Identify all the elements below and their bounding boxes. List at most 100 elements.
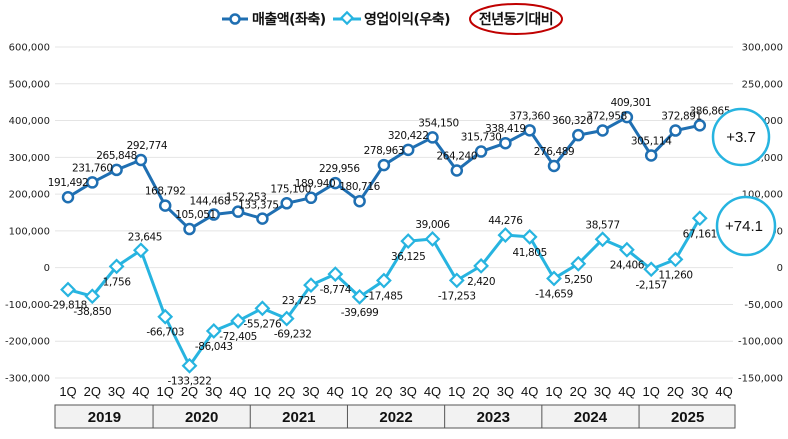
- profit-point: [375, 272, 392, 289]
- gridlines: [55, 46, 733, 379]
- quarter-label: 4Q: [327, 384, 344, 399]
- right-tick-label: 100,000: [742, 190, 783, 201]
- sales-data-label: 180,716: [339, 181, 380, 193]
- sales-data-label: 189,940: [295, 178, 336, 190]
- legend-profit-label: 영업이익(우축): [364, 11, 450, 28]
- profit-data-label: 44,276: [488, 215, 523, 227]
- sales-data-label: 315,730: [461, 132, 502, 144]
- profit-point: [303, 277, 319, 294]
- quarter-label: 1Q: [351, 384, 368, 399]
- profit-data-label: 11,260: [658, 269, 692, 281]
- sales-data-label: 354,150: [418, 117, 459, 129]
- sales-data-label: 338,419: [485, 123, 526, 135]
- profit-point: [60, 281, 76, 298]
- legend-yoy-label: 전년동기대비: [479, 11, 553, 28]
- sales-data-label: 305,114: [631, 135, 672, 147]
- sales-point: [474, 145, 488, 158]
- right-tick-label: 0: [777, 263, 783, 274]
- quarter-label: 1Q: [59, 384, 76, 399]
- profit-data-label: -69,232: [274, 329, 312, 341]
- yoy-sales-circle: [711, 107, 771, 167]
- legend-yoy-ellipse: [469, 3, 563, 35]
- quarter-label: 4Q: [715, 384, 732, 399]
- sales-point: [110, 163, 123, 177]
- quarter-label: 4Q: [618, 384, 635, 399]
- left-tick-label: -300,000: [5, 374, 50, 385]
- sales-point: [596, 124, 609, 137]
- quarter-label: 3Q: [302, 384, 319, 399]
- sales-data-label: 264,240: [436, 150, 477, 162]
- quarter-label: 4Q: [521, 384, 538, 399]
- profit-point: [157, 308, 174, 325]
- quarter-label: 1Q: [254, 384, 271, 399]
- sales-data-label: 231,760: [72, 162, 113, 174]
- sales-data-label: 191,492: [48, 177, 89, 189]
- profit-point: [521, 228, 538, 245]
- quarter-label: 2Q: [181, 384, 198, 399]
- year-label: 2024: [574, 409, 608, 426]
- profit-point: [424, 231, 441, 247]
- legend-sales-marker: [229, 13, 241, 25]
- quarter-label: 2Q: [472, 384, 489, 399]
- sales-point: [158, 199, 172, 212]
- sales-point: [426, 131, 439, 144]
- left-tick-label: 400,000: [9, 116, 50, 127]
- sales-point: [572, 128, 585, 142]
- quarter-label: 3Q: [400, 384, 417, 399]
- year-label: 2023: [477, 409, 510, 426]
- sales-data-label: 386,865: [689, 105, 730, 117]
- profit-data-label: -39,699: [341, 307, 379, 319]
- profit-data-label: -133,322: [167, 376, 211, 388]
- profit-point: [84, 288, 101, 305]
- sales-point: [231, 205, 245, 218]
- profit-point: [618, 241, 635, 258]
- profit-point: [643, 261, 660, 278]
- sales-point: [401, 143, 415, 157]
- profit-point: [400, 233, 417, 250]
- sales-point: [207, 208, 221, 221]
- right-tick-label: -100,000: [738, 337, 783, 348]
- profit-data-label: -66,703: [146, 327, 184, 339]
- legend: 매출액(좌축) 영업이익(우축) 전년동기대비: [222, 3, 563, 35]
- yoy-badge-profit: +74.1: [715, 195, 777, 257]
- left-tick-label: 300,000: [9, 153, 50, 164]
- profit-data-label: 38,577: [585, 219, 619, 231]
- left-tick-label: 500,000: [9, 79, 50, 90]
- profit-data-label: 1,756: [103, 276, 132, 288]
- quarter-label: 2Q: [570, 384, 587, 399]
- year-label: 2025: [671, 409, 704, 426]
- quarter-label: 3Q: [594, 384, 611, 399]
- sales-point: [377, 158, 391, 172]
- quarter-label: 2Q: [667, 384, 684, 399]
- right-tick-label: -150,000: [738, 374, 783, 385]
- profit-data-label: 41,805: [513, 247, 547, 259]
- quarter-label: 1Q: [545, 384, 562, 399]
- sales-data-label: 278,963: [364, 145, 405, 157]
- profit-data-label: -8,774: [320, 284, 352, 296]
- profit-data-label: -72,405: [219, 331, 257, 343]
- legend-profit-marker: [339, 10, 355, 26]
- quarter-label: 3Q: [691, 384, 708, 399]
- right-tick-label: 300,000: [742, 43, 783, 54]
- sales-data-label: 292,774: [127, 140, 168, 152]
- sales-data-label: 276,489: [534, 146, 575, 158]
- left-axis: 600,000 500,000 400,000 300,000 200,000 100,0…: [5, 43, 50, 385]
- profit-point: [546, 270, 562, 287]
- profit-point: [205, 323, 222, 339]
- sales-point: [669, 124, 682, 137]
- sales-data-label: 265,848: [96, 150, 137, 162]
- sales-point: [256, 212, 269, 225]
- profit-data-label: 36,125: [391, 251, 425, 263]
- sales-point: [61, 190, 75, 204]
- profit-data-label: -86,043: [195, 341, 233, 353]
- profit-point: [594, 231, 611, 248]
- left-tick-label: 200,000: [9, 190, 50, 201]
- profit-data-label: -2,157: [635, 279, 666, 291]
- year-label: 2022: [379, 409, 412, 426]
- profit-point: [667, 251, 684, 268]
- quarter-label: 1Q: [157, 384, 174, 399]
- sales-point: [353, 194, 366, 208]
- sales-data-label: 320,422: [388, 130, 429, 142]
- quarter-label: 4Q: [132, 384, 149, 399]
